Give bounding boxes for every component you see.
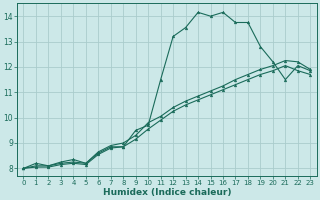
X-axis label: Humidex (Indice chaleur): Humidex (Indice chaleur) bbox=[103, 188, 231, 197]
